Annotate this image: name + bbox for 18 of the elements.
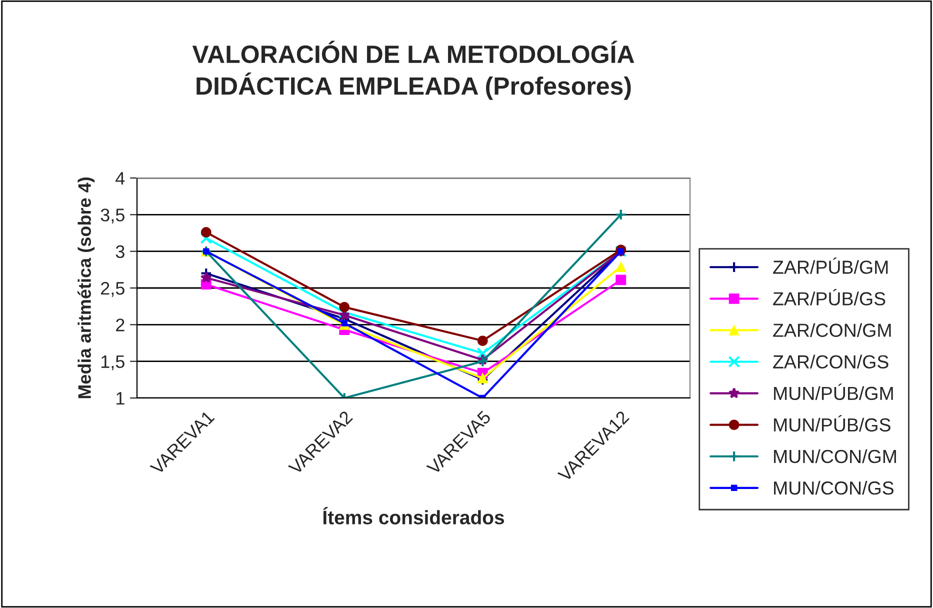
legend-label: MUN/CON/GS [774, 480, 894, 495]
y-tick-label: 1,5 [101, 355, 124, 370]
legend-label: ZAR/CON/GM [773, 323, 891, 337]
y-tick-label: 4 [116, 172, 125, 185]
y-tick-label: 2,5 [101, 282, 124, 297]
y-tick-label: 3 [116, 245, 124, 258]
legend-label: ZAR/PÚB/GS [773, 288, 886, 306]
x-axis-title: Ítems considerados [323, 506, 504, 524]
legend-label: ZAR/PÚB/GM [773, 257, 888, 274]
y-tick-label: 2 [116, 318, 124, 332]
y-tick-label: 1 [116, 392, 124, 405]
legend-label: MUN/CON/GM [774, 449, 896, 464]
chart-title: VALORACIÓN DE LA METODOLOGÍA DIDÁCTICA EMPLEADA (Profesores) [192, 40, 634, 100]
y-tick-label: 3,5 [100, 208, 124, 224]
legend-label: ZAR/CON/GS [773, 354, 888, 369]
legend-label: MUN/PÚB/GM [774, 384, 893, 400]
y-axis-title: Media aritmética (sobre 4) [78, 178, 95, 398]
legend-label: MUN/PÚB/GS [774, 415, 890, 432]
